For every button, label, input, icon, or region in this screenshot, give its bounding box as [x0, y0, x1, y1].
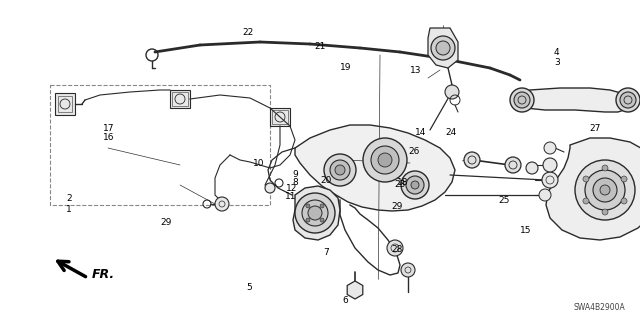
Circle shape: [583, 198, 589, 204]
Circle shape: [295, 193, 335, 233]
Circle shape: [575, 160, 635, 220]
Circle shape: [401, 171, 429, 199]
Text: 20: 20: [321, 176, 332, 185]
Circle shape: [406, 176, 424, 194]
Text: 12: 12: [285, 184, 297, 193]
Circle shape: [308, 206, 322, 220]
Polygon shape: [512, 88, 635, 112]
Text: 28: 28: [391, 245, 403, 254]
Text: 11: 11: [285, 192, 297, 201]
Circle shape: [378, 153, 392, 167]
Polygon shape: [295, 125, 455, 211]
Circle shape: [306, 218, 310, 222]
Circle shape: [445, 85, 459, 99]
Circle shape: [371, 146, 399, 174]
Text: 25: 25: [498, 196, 509, 204]
Circle shape: [602, 209, 608, 215]
Text: 4: 4: [554, 48, 559, 57]
Circle shape: [431, 36, 455, 60]
Circle shape: [324, 154, 356, 186]
Polygon shape: [293, 186, 340, 240]
Text: 21: 21: [314, 42, 326, 51]
Text: 17: 17: [103, 124, 115, 132]
Circle shape: [335, 165, 345, 175]
Circle shape: [616, 88, 640, 112]
Circle shape: [387, 240, 403, 256]
Text: 9: 9: [293, 170, 298, 179]
Polygon shape: [348, 281, 363, 299]
Circle shape: [363, 138, 407, 182]
Circle shape: [505, 157, 521, 173]
Text: 29: 29: [391, 202, 403, 211]
Text: 23: 23: [394, 180, 406, 188]
Text: 8: 8: [293, 178, 298, 187]
Circle shape: [464, 152, 480, 168]
Text: FR.: FR.: [92, 268, 115, 282]
Circle shape: [583, 176, 589, 182]
Circle shape: [510, 88, 534, 112]
Circle shape: [539, 189, 551, 201]
Polygon shape: [428, 28, 458, 68]
Text: 13: 13: [410, 66, 422, 75]
Text: 1: 1: [67, 205, 72, 214]
Text: 27: 27: [589, 124, 601, 132]
Circle shape: [621, 176, 627, 182]
Polygon shape: [270, 108, 290, 126]
Circle shape: [306, 204, 310, 208]
Text: 2: 2: [67, 194, 72, 203]
Circle shape: [621, 198, 627, 204]
Text: 16: 16: [103, 133, 115, 142]
Circle shape: [600, 185, 610, 195]
Text: 18: 18: [397, 178, 409, 187]
Polygon shape: [546, 138, 640, 240]
Circle shape: [542, 172, 558, 188]
Circle shape: [544, 142, 556, 154]
Text: 7: 7: [324, 248, 329, 257]
Text: 14: 14: [415, 128, 427, 137]
Polygon shape: [170, 90, 190, 108]
Text: 29: 29: [161, 218, 172, 227]
Polygon shape: [55, 93, 75, 115]
Text: SWA4B2900A: SWA4B2900A: [573, 303, 625, 312]
Circle shape: [265, 183, 275, 193]
Circle shape: [593, 178, 617, 202]
Circle shape: [401, 263, 415, 277]
Text: 26: 26: [408, 147, 420, 156]
Text: 22: 22: [243, 28, 254, 36]
Circle shape: [215, 197, 229, 211]
Circle shape: [602, 165, 608, 171]
Circle shape: [543, 158, 557, 172]
Circle shape: [302, 200, 328, 226]
Bar: [50, 85, 270, 205]
Circle shape: [585, 170, 625, 210]
Text: 10: 10: [253, 159, 265, 168]
Text: 24: 24: [445, 128, 457, 137]
Circle shape: [411, 181, 419, 189]
Circle shape: [620, 92, 636, 108]
Circle shape: [436, 41, 450, 55]
Circle shape: [526, 162, 538, 174]
Circle shape: [330, 160, 350, 180]
Text: 6: 6: [343, 296, 348, 305]
Circle shape: [320, 204, 324, 208]
Circle shape: [514, 92, 530, 108]
Text: 3: 3: [554, 58, 559, 67]
Text: 5: 5: [247, 284, 252, 292]
Circle shape: [320, 218, 324, 222]
Text: 15: 15: [520, 226, 532, 235]
Text: 19: 19: [340, 63, 351, 72]
